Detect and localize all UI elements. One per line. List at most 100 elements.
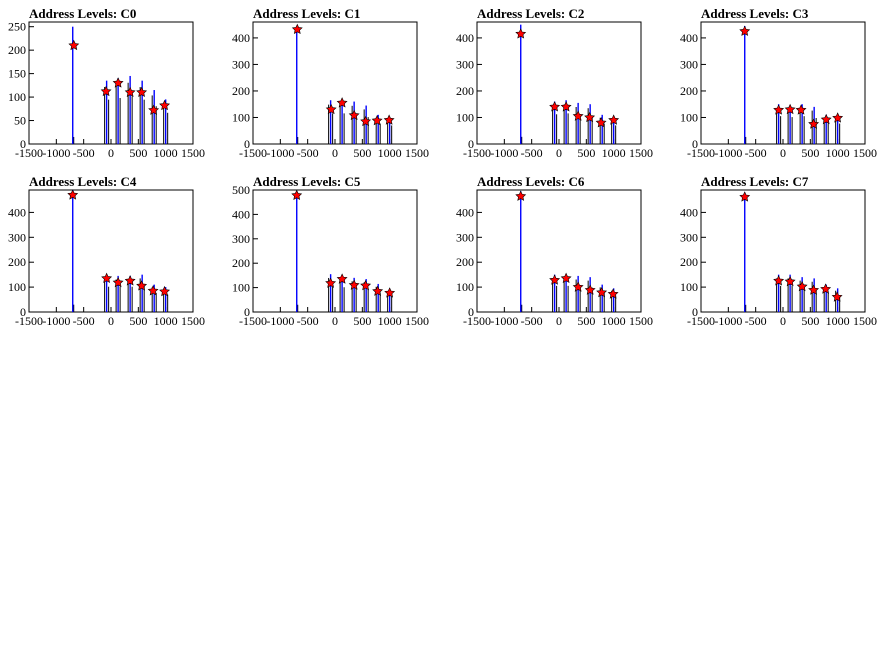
peak-marker bbox=[808, 118, 820, 129]
peak-marker bbox=[67, 189, 79, 200]
y-tick-label: 400 bbox=[456, 205, 474, 219]
y-tick-label: 100 bbox=[456, 110, 474, 124]
peak-marker bbox=[784, 275, 796, 287]
peak-marker bbox=[549, 101, 561, 112]
chart-panel-4: Address Levels: C4 0 100 200 300 400 -1500 -100… bbox=[8, 174, 205, 328]
chart-title: Address Levels: C0 bbox=[29, 6, 136, 21]
plot-frame bbox=[700, 189, 866, 313]
x-tick-label: 0 bbox=[332, 146, 338, 160]
y-tick-label: 400 bbox=[232, 207, 250, 221]
peak-marker bbox=[372, 285, 384, 296]
y-tick-label: 400 bbox=[456, 31, 474, 45]
peak-marker bbox=[584, 111, 596, 123]
x-tick-label: 0 bbox=[108, 314, 114, 328]
x-tick-label: 1500 bbox=[853, 146, 877, 160]
x-tick-label: 0 bbox=[780, 314, 786, 328]
peak-marker bbox=[348, 279, 360, 290]
x-tick-label: -1000 bbox=[490, 146, 518, 160]
x-tick-label: 1000 bbox=[378, 146, 402, 160]
plot-frame bbox=[28, 21, 194, 145]
peak-marker bbox=[348, 109, 360, 120]
plot-frame bbox=[252, 21, 418, 145]
peak-marker bbox=[383, 114, 395, 125]
x-tick-label: 500 bbox=[801, 314, 819, 328]
y-tick-label: 300 bbox=[8, 230, 26, 244]
chart-title: Address Levels: C2 bbox=[477, 6, 584, 21]
x-tick-label: 500 bbox=[353, 146, 371, 160]
y-tick-label: 200 bbox=[232, 84, 250, 98]
peak-marker bbox=[608, 114, 620, 125]
peak-marker bbox=[739, 25, 751, 36]
x-tick-label: -500 bbox=[297, 146, 319, 160]
y-tick-label: 300 bbox=[456, 57, 474, 71]
peak-marker bbox=[384, 287, 396, 298]
x-tick-label: -1500 bbox=[239, 314, 267, 328]
peak-marker bbox=[336, 97, 348, 108]
chart-panel-3: Address Levels: C3 0 100 200 300 400 -1500 -100… bbox=[680, 6, 877, 160]
y-tick-label: 300 bbox=[680, 57, 698, 71]
peak-marker bbox=[515, 28, 527, 39]
peak-marker bbox=[136, 86, 148, 98]
peak-marker bbox=[560, 272, 572, 284]
plot-frame bbox=[28, 189, 194, 313]
x-tick-label: -1500 bbox=[463, 146, 491, 160]
peak-marker bbox=[291, 23, 303, 35]
y-tick-label: 100 bbox=[8, 90, 26, 104]
x-tick-label: 1000 bbox=[154, 314, 178, 328]
peak-marker bbox=[148, 104, 160, 115]
x-tick-label: -500 bbox=[521, 146, 543, 160]
y-tick-label: 500 bbox=[232, 183, 250, 197]
y-tick-label: 400 bbox=[680, 205, 698, 219]
peak-marker bbox=[112, 276, 124, 288]
y-tick-label: 400 bbox=[8, 205, 26, 219]
peak-marker bbox=[159, 285, 171, 297]
plot-frame bbox=[476, 21, 642, 145]
x-tick-label: -500 bbox=[73, 146, 95, 160]
x-tick-label: -1500 bbox=[15, 146, 43, 160]
peak-marker bbox=[147, 285, 159, 296]
peak-marker bbox=[124, 86, 136, 98]
y-tick-label: 150 bbox=[8, 67, 26, 81]
chart-panel-7: Address Levels: C7 0 100 200 300 400 -1500 -100… bbox=[680, 174, 877, 328]
y-tick-label: 200 bbox=[680, 255, 698, 269]
peak-marker bbox=[596, 286, 608, 298]
x-tick-label: -1500 bbox=[463, 314, 491, 328]
y-tick-label: 0 bbox=[244, 137, 250, 151]
y-tick-label: 0 bbox=[20, 305, 26, 319]
chart-title: Address Levels: C7 bbox=[701, 174, 809, 189]
chart-title: Address Levels: C6 bbox=[477, 174, 585, 189]
y-tick-label: 100 bbox=[232, 110, 250, 124]
x-tick-label: -500 bbox=[745, 146, 767, 160]
x-tick-label: 1500 bbox=[181, 314, 205, 328]
x-tick-label: 500 bbox=[577, 314, 595, 328]
peak-marker bbox=[784, 103, 796, 115]
peak-marker bbox=[291, 189, 303, 200]
x-tick-label: -1500 bbox=[687, 314, 715, 328]
y-tick-label: 0 bbox=[244, 305, 250, 319]
peak-marker bbox=[832, 112, 844, 123]
y-tick-label: 200 bbox=[8, 255, 26, 269]
chart-title: Address Levels: C5 bbox=[253, 174, 361, 189]
y-tick-label: 200 bbox=[456, 84, 474, 98]
peak-marker bbox=[808, 284, 820, 295]
y-tick-label: 400 bbox=[680, 31, 698, 45]
x-tick-label: 1000 bbox=[154, 146, 178, 160]
y-tick-label: 400 bbox=[232, 31, 250, 45]
x-tick-label: 500 bbox=[353, 314, 371, 328]
peak-marker bbox=[795, 104, 807, 115]
x-tick-label: 0 bbox=[108, 146, 114, 160]
y-tick-label: 200 bbox=[232, 256, 250, 270]
x-tick-label: 500 bbox=[129, 146, 147, 160]
peak-marker bbox=[336, 273, 348, 284]
x-tick-label: 0 bbox=[556, 146, 562, 160]
chart-title: Address Levels: C1 bbox=[253, 6, 360, 21]
x-tick-label: -1000 bbox=[490, 314, 518, 328]
x-tick-label: 1500 bbox=[629, 146, 653, 160]
x-tick-label: 1000 bbox=[826, 146, 850, 160]
peak-marker bbox=[360, 279, 372, 291]
peak-marker bbox=[831, 291, 843, 302]
peak-marker bbox=[325, 103, 337, 115]
chart-panel-5: Address Levels: C50100200300400500-1500-… bbox=[232, 174, 429, 328]
x-tick-label: -500 bbox=[297, 314, 319, 328]
